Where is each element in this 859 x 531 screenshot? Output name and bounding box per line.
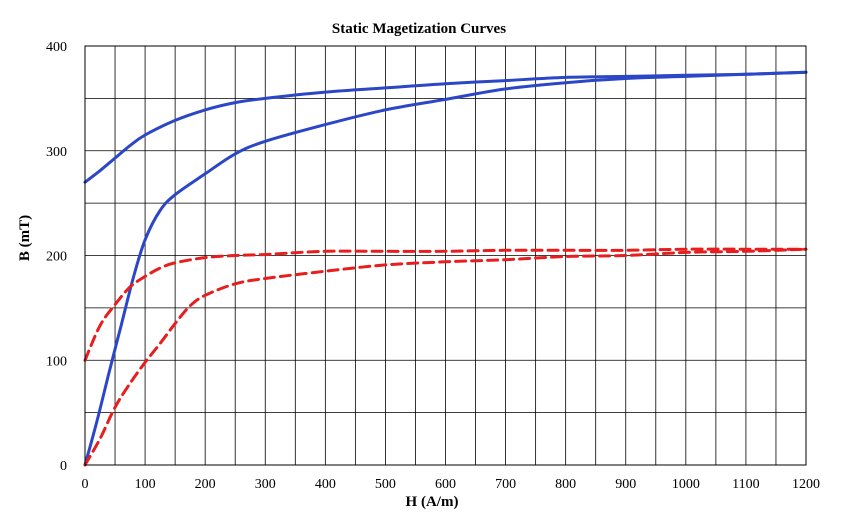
x-tick-label: 1100: [732, 477, 759, 492]
x-tick-label: 1200: [792, 477, 820, 492]
x-tick-label: 700: [495, 477, 516, 492]
x-tick-label: 100: [135, 477, 156, 492]
y-tick-label: 0: [60, 459, 67, 474]
x-tick-label: 200: [195, 477, 216, 492]
y-axis-ticks: 0 100 200 300 400: [46, 40, 67, 474]
y-axis-title: B (mT): [17, 215, 33, 261]
dashed-curve-3: [83, 247, 808, 467]
curves: [83, 70, 808, 467]
x-axis-ticks: 0 100 200 300 400 500 600 700 800 900 1000 1100 1200: [82, 477, 821, 492]
x-tick-label: 1000: [672, 477, 700, 492]
x-tick-label: 900: [615, 477, 636, 492]
chart-title: Static Magetization Curves: [332, 21, 506, 37]
x-tick-label: 600: [435, 477, 456, 492]
y-tick-label: 200: [46, 250, 67, 265]
x-tick-label: 800: [555, 477, 576, 492]
y-tick-label: 100: [46, 354, 67, 369]
x-tick-label: 0: [82, 477, 89, 492]
solid-curve-2: [83, 70, 808, 184]
y-tick-label: 400: [46, 40, 67, 55]
grid: [85, 46, 806, 465]
plot-area: [84, 45, 807, 466]
x-tick-label: 400: [315, 477, 336, 492]
x-axis-title: H (A/m): [406, 494, 459, 510]
dashed-curve-4: [83, 247, 808, 362]
solid-curve-1: [83, 70, 808, 467]
x-tick-label: 300: [255, 477, 276, 492]
y-tick-label: 300: [46, 145, 67, 160]
x-tick-label: 500: [375, 477, 396, 492]
